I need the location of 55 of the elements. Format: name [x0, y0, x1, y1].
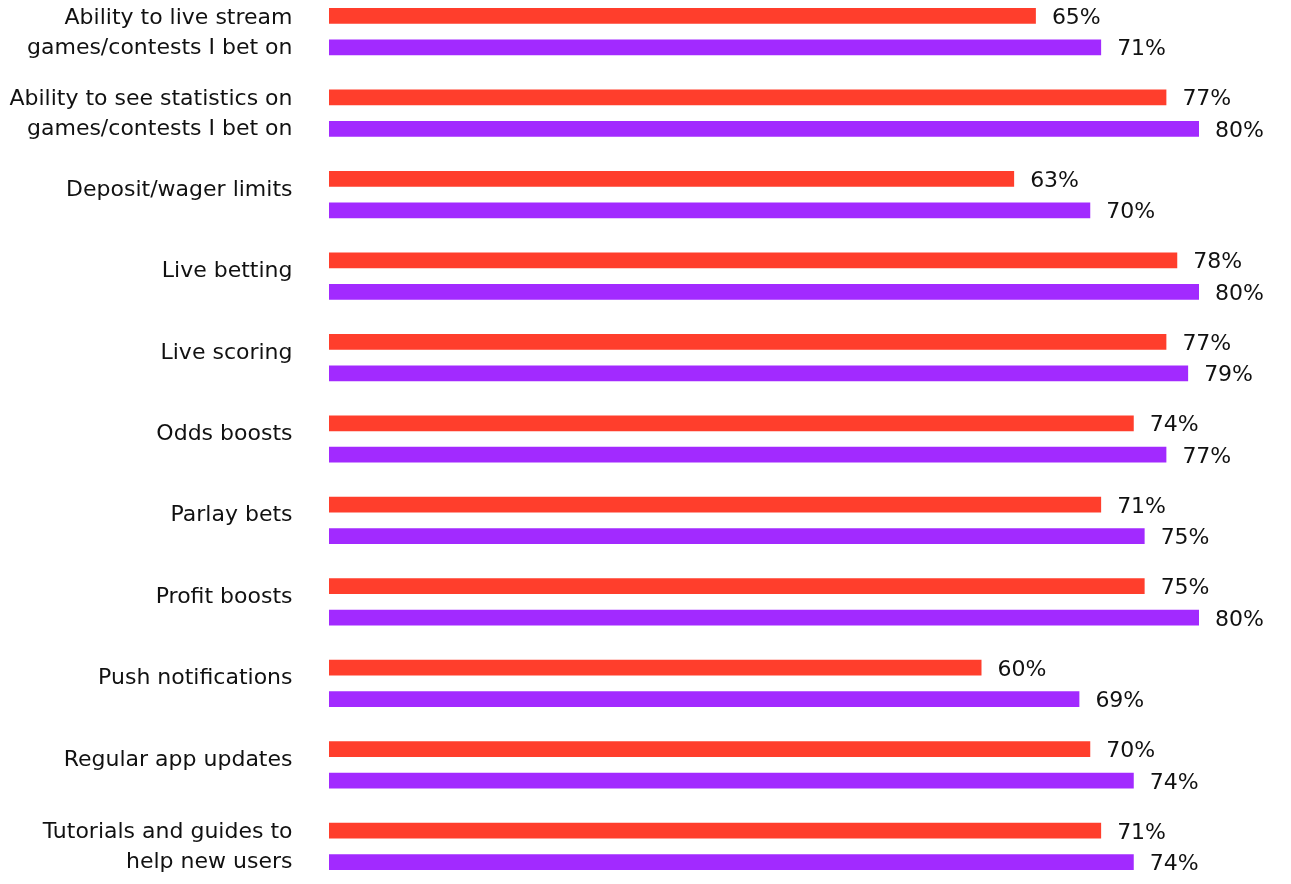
data-label: 80%: [1215, 116, 1264, 142]
data-label: 80%: [1215, 279, 1264, 305]
y-tick-label: Deposit/wager limits: [66, 175, 293, 201]
data-label: 74%: [1149, 850, 1199, 876]
data-label: 71%: [1117, 35, 1167, 61]
bar: [329, 8, 1036, 24]
y-tick-label: Ability to see statistics on games/contests I bet on: [9, 85, 293, 141]
data-label: 77%: [1182, 442, 1232, 468]
data-label: 79%: [1204, 361, 1254, 387]
bar: [329, 446, 1167, 463]
bar: [329, 659, 982, 676]
data-label: 78%: [1193, 248, 1243, 274]
bar: [329, 39, 1102, 56]
bar: [329, 202, 1091, 219]
y-tick-label: Regular app updates: [63, 745, 293, 771]
bar: [329, 170, 1015, 187]
bar: [329, 528, 1145, 545]
data-label: 75%: [1160, 524, 1210, 550]
bar: [329, 415, 1134, 432]
data-label: 63%: [1030, 166, 1080, 192]
data-label: 70%: [1106, 737, 1156, 763]
data-label: 71%: [1117, 492, 1167, 518]
bar: [329, 578, 1145, 595]
y-tick-label: Live scoring: [160, 338, 293, 364]
bar: [329, 741, 1091, 757]
bar: [329, 252, 1178, 269]
bar: [329, 283, 1199, 300]
data-label: 74%: [1149, 411, 1199, 437]
bar: [329, 365, 1189, 382]
bar: [329, 822, 1102, 839]
bar: [329, 772, 1134, 789]
data-label: 77%: [1182, 329, 1232, 355]
y-tick-label: Parlay bets: [170, 501, 293, 527]
bar: [329, 333, 1167, 350]
data-label: 80%: [1215, 605, 1264, 631]
data-label: 74%: [1149, 768, 1199, 794]
y-tick-label: Ability to live stream games/contests I bet on: [27, 3, 293, 59]
bar: [329, 854, 1134, 870]
bar: [329, 609, 1199, 626]
y-tick-label: Profit boosts: [155, 582, 293, 608]
y-tick-label: Odds boosts: [156, 420, 293, 445]
bar: [329, 691, 1080, 708]
data-label: 65%: [1051, 3, 1101, 29]
data-label: 75%: [1160, 574, 1210, 600]
data-label: 69%: [1095, 687, 1145, 713]
y-tick-label: Live betting: [161, 257, 293, 283]
bar: [329, 121, 1199, 137]
data-label: 60%: [997, 655, 1047, 681]
y-tick-label: Push notifications: [98, 664, 293, 690]
bar: [329, 89, 1167, 106]
data-label: 70%: [1106, 198, 1156, 224]
data-label: 71%: [1117, 818, 1167, 844]
data-label: 77%: [1182, 85, 1232, 111]
y-tick-label: Tutorials and guides to help new users: [41, 818, 293, 874]
bar: [329, 496, 1102, 513]
